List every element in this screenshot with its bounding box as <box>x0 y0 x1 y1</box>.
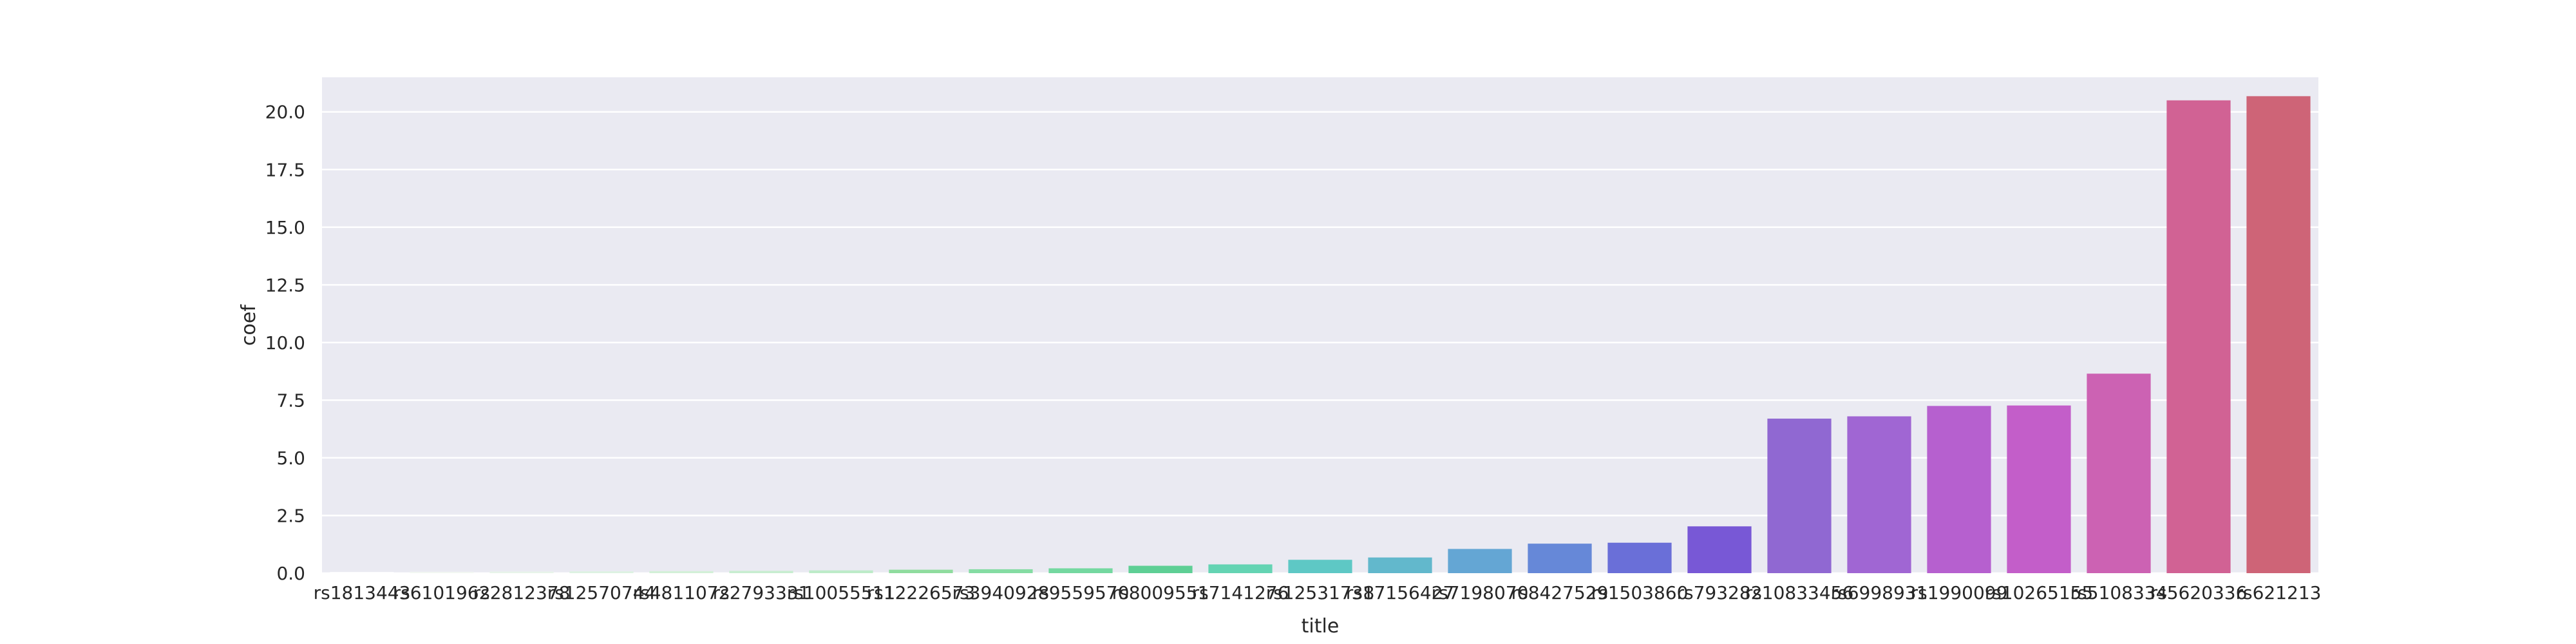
bar <box>330 572 394 573</box>
x-tick-label: rs621213 <box>2236 582 2322 603</box>
x-tick-label: rs6998931 <box>1831 582 1928 603</box>
bar <box>489 571 554 573</box>
bar <box>729 571 793 573</box>
bar <box>889 569 953 573</box>
bar <box>969 569 1033 573</box>
y-axis-label: coef <box>238 304 260 346</box>
y-axis-ticks: 0.0 2.5 5.0 7.5 10.0 12.5 15.0 17.5 20.0 <box>265 102 305 584</box>
y-tick-label: 7.5 <box>276 390 305 411</box>
y-tick-label: 15.0 <box>265 217 305 238</box>
x-tick-label: rs10833456 <box>1745 582 1854 603</box>
bar <box>2246 96 2311 574</box>
x-tick-label: rs7141276 <box>1192 582 1289 603</box>
bar <box>1288 560 1352 573</box>
x-tick-label: rs8009551 <box>1112 582 1209 603</box>
x-tick-label: rs793282 <box>1677 582 1763 603</box>
x-tick-label: rs5620336 <box>2150 582 2248 603</box>
bar <box>809 570 873 573</box>
x-tick-label: rs7198070 <box>1432 582 1529 603</box>
y-tick-label: 20.0 <box>265 102 305 123</box>
bar <box>2007 405 2071 573</box>
bar <box>1048 568 1113 573</box>
bar <box>1927 406 1991 573</box>
x-axis-label: title <box>1302 615 1340 638</box>
x-tick-label: rs2812378 <box>473 582 571 603</box>
x-tick-label: rs5108334 <box>2070 582 2168 603</box>
x-tick-label: rs12531738 <box>1266 582 1375 603</box>
x-tick-label: rs12570744 <box>547 582 656 603</box>
y-tick-label: 10.0 <box>265 332 305 354</box>
x-tick-label: rs10265155 <box>1985 582 2094 603</box>
bar <box>410 571 474 573</box>
x-tick-label: rs4811072 <box>633 582 730 603</box>
x-tick-label: rs2793331 <box>713 582 810 603</box>
bar <box>1528 544 1592 573</box>
y-tick-label: 0.0 <box>276 563 305 584</box>
y-tick-label: 12.5 <box>265 274 305 296</box>
bar <box>569 571 634 573</box>
bar <box>1687 526 1752 573</box>
bar <box>1128 565 1193 573</box>
bar <box>2166 100 2231 573</box>
x-tick-label: rs3940928 <box>952 582 1050 603</box>
y-tick-label: 17.5 <box>265 159 305 180</box>
x-tick-label: rs1813443 <box>314 582 411 603</box>
bar <box>649 571 714 573</box>
bar <box>1448 549 1512 573</box>
bar <box>2087 374 2151 573</box>
x-tick-label: rs1503860 <box>1591 582 1689 603</box>
y-tick-label: 2.5 <box>276 505 305 526</box>
x-tick-label: rs9559570 <box>1032 582 1130 603</box>
y-tick-label: 5.0 <box>276 448 305 469</box>
bars <box>330 96 2311 574</box>
x-tick-label: rs12226573 <box>867 582 976 603</box>
x-tick-label: rs8427529 <box>1511 582 1609 603</box>
x-tick-label: rs17156427 <box>1346 582 1455 603</box>
bar <box>1767 419 1832 573</box>
x-axis-ticks: rs1813443rs6101962rs2812378rs12570744rs4… <box>314 582 2322 603</box>
x-tick-label: rs6101962 <box>393 582 491 603</box>
x-tick-label: rs10055511 <box>787 582 896 603</box>
x-tick-label: rs1990099 <box>1911 582 2008 603</box>
bar <box>1607 542 1672 573</box>
bar <box>1368 557 1432 573</box>
bar <box>1847 416 1911 573</box>
bar <box>1208 564 1273 573</box>
